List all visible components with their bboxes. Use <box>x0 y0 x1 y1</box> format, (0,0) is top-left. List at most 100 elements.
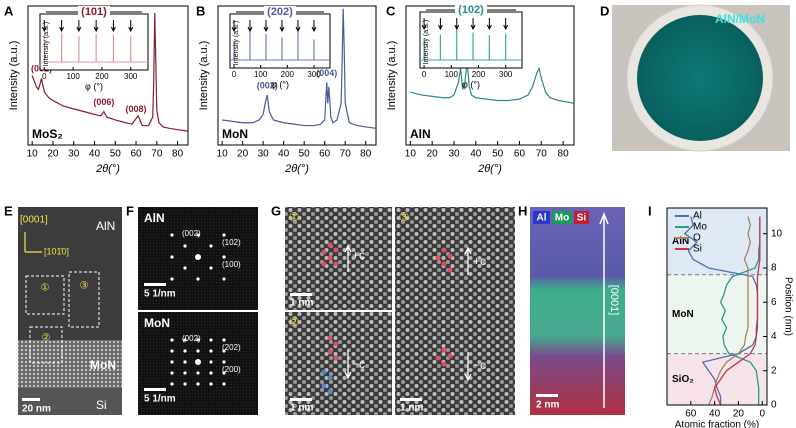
peak-arrow <box>76 20 82 33</box>
inset-y-label: Intensity (a.u.) <box>233 21 240 65</box>
x-tick-label: 60 <box>319 149 331 160</box>
fft-spot <box>222 349 226 353</box>
scale-label: 2 nm <box>536 400 559 411</box>
y-axis-label: Intensity (a.u.) <box>386 41 398 111</box>
inset-x-tick-label: 0 <box>232 70 237 79</box>
y-tick-label: 6 <box>771 297 777 308</box>
peak-label: (008) <box>126 104 147 114</box>
fft-panel: AlN (002) (102) (100) 5 1/nm MoN (002) (202) (20… <box>138 207 258 415</box>
layer-label: MoN <box>90 358 116 372</box>
scale-label: 20 nm <box>22 404 51 415</box>
peak-arrow <box>437 18 443 31</box>
legend-label: Mo <box>693 222 707 233</box>
fft-spot <box>170 371 174 375</box>
inset-x-label: φ (°) <box>85 81 103 91</box>
x-tick-label: 40 <box>278 149 290 160</box>
x-tick-label: 20 <box>237 149 249 160</box>
peak-arrow <box>41 20 47 33</box>
x-tick-label: 60 <box>685 409 697 420</box>
y-tick-label: 4 <box>771 331 777 342</box>
xrd-curve <box>31 12 189 132</box>
peak-arrow <box>93 20 99 33</box>
inset-title: (101) <box>81 6 107 18</box>
fft-spot <box>170 382 174 386</box>
x-tick-label: 30 <box>68 149 80 160</box>
inset-title-bg <box>78 6 110 18</box>
fft-spot <box>196 338 200 342</box>
x-tick-label: 30 <box>258 149 270 160</box>
element-label: Si <box>577 213 587 224</box>
axis-arrows <box>24 232 42 253</box>
polarity-arrow <box>344 244 352 272</box>
polarity-arrow <box>464 246 472 275</box>
polarity-arrow <box>344 350 352 380</box>
y-tick-label: 8 <box>771 263 777 274</box>
region-label: ③ <box>399 210 410 224</box>
fft-spot <box>209 382 213 386</box>
fft-spot <box>222 233 226 237</box>
inset-y-label: Intensity (a.u.) <box>423 20 430 64</box>
fft-spot <box>196 371 200 375</box>
fft-spot <box>209 338 213 342</box>
legend-label: Si <box>693 244 702 255</box>
polarity-label: −c <box>473 358 486 372</box>
element-label: Mo <box>555 213 569 224</box>
peak-arrow <box>311 20 317 33</box>
scale-label: 1 nm <box>290 298 313 309</box>
inset-frame <box>39 13 149 71</box>
y-axis-label: Intensity (a.u.) <box>198 41 210 111</box>
plot-frame <box>217 5 377 146</box>
x-tick-label: 80 <box>360 149 372 160</box>
region-box <box>68 271 100 328</box>
sample-label: MoN <box>222 127 248 141</box>
hrtem-panel: ① +c 1 nm ② −c 1 nm ③ +c −c 1 nm <box>285 207 515 415</box>
phase-label: AlN <box>144 211 165 225</box>
x-tick-label: 80 <box>558 149 570 160</box>
atom-model <box>327 335 339 361</box>
tem-panel: [0001] [101̄0] AlN ① ② ③ MoN 20 nm Si <box>18 207 122 415</box>
fft-spot <box>170 360 174 364</box>
sample-label: AlN <box>410 127 431 141</box>
peak-arrow <box>486 18 492 31</box>
peak-arrow <box>503 18 509 31</box>
fft-spot <box>195 254 201 260</box>
peak-arrow <box>110 20 116 33</box>
panel-label: I <box>648 203 652 218</box>
inset-x-tick-label: 300 <box>307 70 321 79</box>
region-label: SiO₂ <box>672 374 694 385</box>
x-tick-label: 20 <box>47 149 59 160</box>
fft-spot <box>209 266 213 270</box>
mon-layer <box>18 340 122 388</box>
legend-label: O <box>693 233 701 244</box>
x-tick-label: 10 <box>27 149 39 160</box>
spot-label: (002) <box>182 229 201 238</box>
fft-spot <box>183 371 187 375</box>
fft-spot <box>209 371 213 375</box>
x-tick-label: 20 <box>427 149 439 160</box>
fft-spot <box>183 349 187 353</box>
y-tick-label: 0 <box>771 400 777 411</box>
hrtem-image <box>285 207 392 310</box>
peak-arrow <box>421 18 427 31</box>
hrtem-image <box>285 312 392 415</box>
fft-spot <box>195 359 201 365</box>
spot-label: (002) <box>182 334 201 343</box>
region-label: AlN <box>672 236 689 247</box>
fft-spot <box>209 349 213 353</box>
legend-label: Al <box>693 211 702 222</box>
inset-x-tick-label: 300 <box>124 72 138 81</box>
sample-label: MoS₂ <box>32 127 63 141</box>
scale-label: 5 1/nm <box>144 394 176 405</box>
x-tick-label: 50 <box>299 149 311 160</box>
region-box <box>25 275 65 315</box>
x-tick-label: 60 <box>514 149 526 160</box>
inset-x-tick-label: 200 <box>281 70 295 79</box>
fft-spot <box>170 349 174 353</box>
scale-bar <box>22 398 40 401</box>
element-label: Al <box>537 213 547 224</box>
panel-label: A <box>4 3 14 18</box>
xrd-curve <box>410 61 575 104</box>
x-tick-label: 50 <box>110 149 122 160</box>
polarity-arrow <box>464 352 472 382</box>
atom-model <box>321 369 333 395</box>
